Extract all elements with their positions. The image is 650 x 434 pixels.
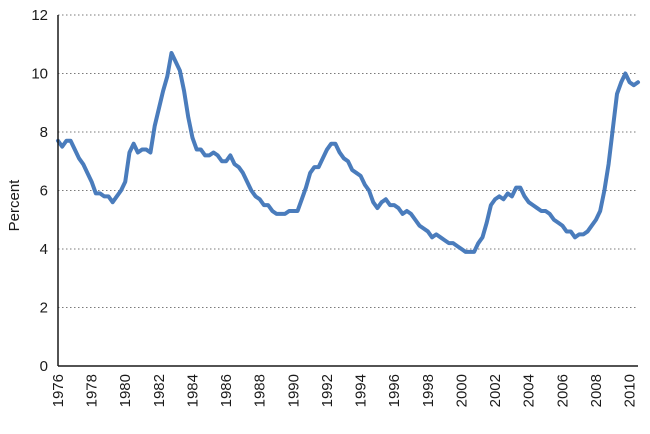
- series-line: [56, 51, 640, 254]
- y-tick-label: 4: [40, 241, 48, 258]
- x-tick-label: 1980: [117, 374, 134, 407]
- x-tick-label: 2000: [453, 374, 470, 407]
- x-tick-label: 2002: [487, 374, 504, 407]
- axes: [57, 15, 638, 367]
- x-tick-label: 1996: [386, 374, 403, 407]
- x-tick-label: 1984: [184, 374, 201, 407]
- x-tick-label: 1988: [252, 374, 269, 407]
- y-tick-label: 10: [31, 66, 48, 83]
- x-tick-label: 1976: [50, 374, 67, 407]
- x-tick-label: 1990: [285, 374, 302, 407]
- x-tick-label: 1992: [319, 374, 336, 407]
- x-tick-label: 1978: [84, 374, 101, 407]
- x-tick-label: 1998: [420, 374, 437, 407]
- x-tick-label: 2008: [588, 374, 605, 407]
- x-tick-label: 1994: [353, 374, 370, 407]
- y-tick-labels: 0 2 4 6 8 10 12: [31, 7, 48, 375]
- x-tick-label: 1982: [151, 374, 168, 407]
- x-tick-label: 1986: [218, 374, 235, 407]
- x-tick-label: 2006: [554, 374, 571, 407]
- series-layer: [56, 51, 640, 254]
- x-tick-labels: 1976 1978 1980 1982 1984 1986 1988 1990 1992 1994…: [50, 374, 639, 407]
- y-tick-label: 8: [40, 124, 48, 141]
- x-tick-label: 2004: [521, 374, 538, 407]
- y-tick-label: 2: [40, 300, 48, 317]
- y-axis-title: Percent: [6, 179, 23, 232]
- x-tick-label: 2010: [622, 374, 639, 407]
- y-tick-label: 6: [40, 183, 48, 200]
- y-tick-label: 12: [31, 7, 48, 24]
- y-tick-label: 0: [40, 358, 48, 375]
